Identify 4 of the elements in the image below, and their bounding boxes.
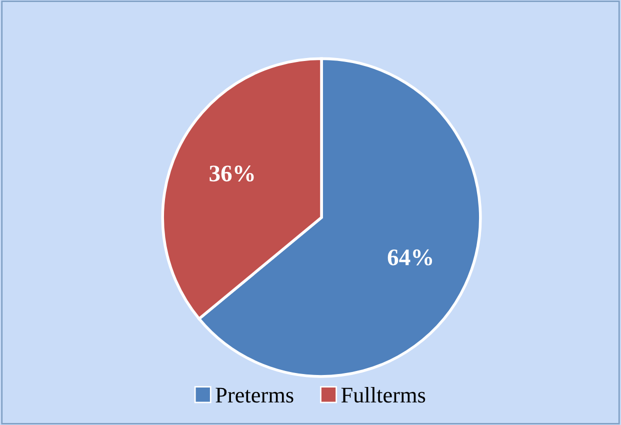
data-label: 36%: [210, 166, 254, 182]
data-label: 64%: [388, 249, 432, 266]
legend-label: Fullterms: [341, 386, 426, 403]
legend-label: Preterms: [216, 388, 294, 403]
